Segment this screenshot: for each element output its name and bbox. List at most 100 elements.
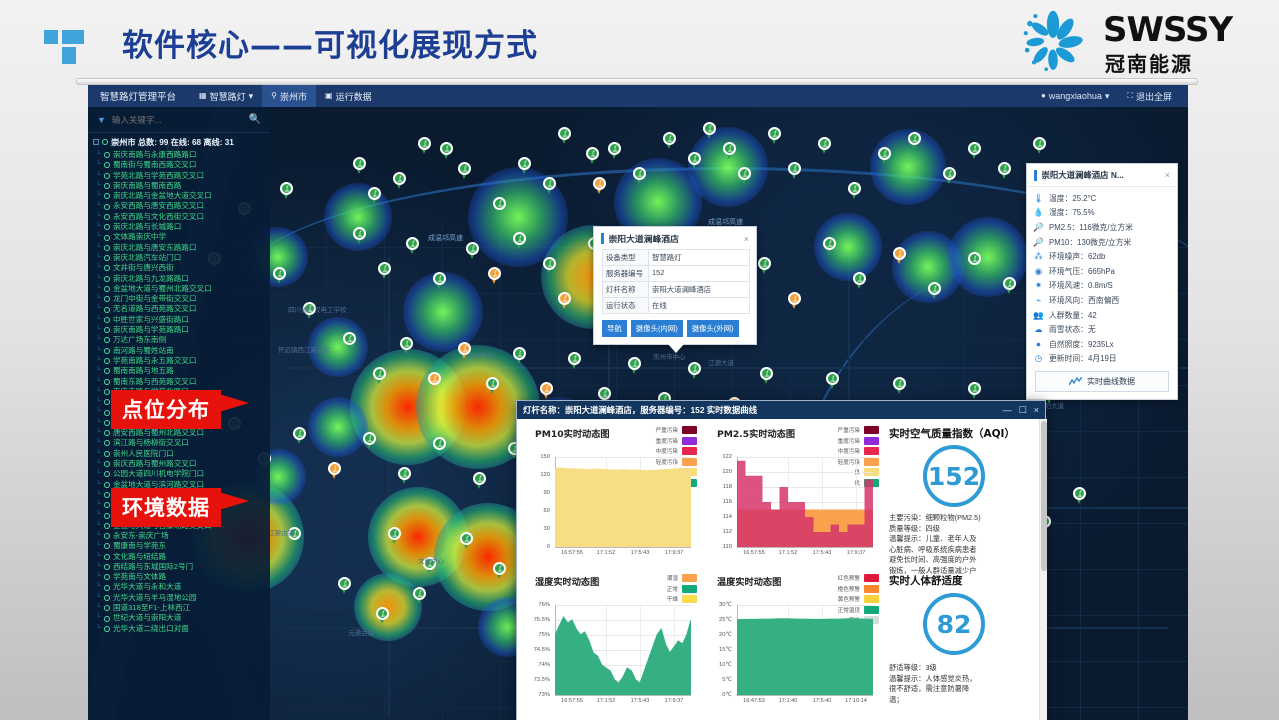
map-marker[interactable] (558, 127, 571, 145)
map-marker[interactable] (628, 357, 641, 375)
map-marker[interactable] (423, 557, 436, 575)
map-marker[interactable] (788, 292, 801, 310)
tree-item[interactable]: └ 永安西路与文化西街交叉口 (96, 212, 270, 222)
tree-item[interactable]: └ 学苑北路与学苑西路交叉口 (96, 171, 270, 181)
map-marker[interactable] (1033, 137, 1046, 155)
nav-brand[interactable]: 智慧路灯管理平台 (100, 92, 177, 103)
tree-item[interactable]: └ 金盆地大道与滨河路交叉口 (96, 480, 270, 490)
navigate-button[interactable]: 导航 (602, 320, 627, 337)
map-marker[interactable] (388, 527, 401, 545)
map-marker[interactable] (273, 267, 286, 285)
map-marker[interactable] (633, 167, 646, 185)
tree-item[interactable]: └ 世纪大道与崇阳大道 (96, 613, 270, 623)
dialog-scrollbar[interactable] (1039, 419, 1047, 720)
tree-item[interactable]: └ 文体路崇庆中学 (96, 232, 270, 242)
map-marker[interactable] (280, 182, 293, 200)
map-marker[interactable] (893, 247, 906, 265)
dialog-titlebar[interactable]: 灯杆名称：崇阳大道澜峰酒店，服务器编号：152 实时数据曲线 — ☐ × (517, 401, 1045, 419)
map-marker[interactable] (433, 437, 446, 455)
map-marker[interactable] (393, 172, 406, 190)
map-marker[interactable] (608, 142, 621, 160)
nav-item-city[interactable]: ⚲ 崇州市 (262, 85, 316, 107)
map-marker[interactable] (818, 137, 831, 155)
map-marker[interactable] (353, 227, 366, 245)
map-marker[interactable] (540, 382, 553, 400)
map-marker[interactable] (543, 177, 556, 195)
map-marker[interactable] (338, 577, 351, 595)
camera-intranet-button[interactable]: 摄像头(内网) (630, 320, 683, 337)
map-marker[interactable] (703, 122, 716, 140)
map-marker[interactable] (376, 607, 389, 625)
map-marker[interactable] (413, 587, 426, 605)
map-marker[interactable] (688, 362, 701, 380)
tree-item[interactable]: └ 崇庆西路与蜀州路交叉口 (96, 459, 270, 469)
close-icon[interactable]: × (743, 233, 749, 244)
tree-item[interactable]: └ 崇庆北路与九龙路路口 (96, 274, 270, 284)
tree-item[interactable]: └ 文井街与唐兴西街 (96, 263, 270, 273)
map-marker[interactable] (968, 142, 981, 160)
tree-item[interactable]: └ 崇庆北路与金盆地大道交叉口 (96, 191, 270, 201)
map-marker[interactable] (418, 137, 431, 155)
sidebar-filter-bar[interactable]: ▼ 🔍 (88, 107, 270, 133)
map-marker[interactable] (853, 272, 866, 290)
tree-item[interactable]: └ 唐安西路与蜀州北路交叉口 (96, 428, 270, 438)
map-marker[interactable] (353, 157, 366, 175)
map-marker[interactable] (788, 162, 801, 180)
map-marker[interactable] (343, 332, 356, 350)
close-icon[interactable]: × (1033, 405, 1039, 415)
map-marker[interactable] (288, 527, 301, 545)
map-marker[interactable] (968, 382, 981, 400)
tree-item[interactable]: └ 崇庆北路与唐安东路路口 (96, 243, 270, 253)
search-input[interactable] (111, 114, 243, 125)
map-marker[interactable] (493, 562, 506, 580)
tree-item[interactable]: └ 光华大道二绕出口对面 (96, 624, 270, 634)
map-marker[interactable] (458, 342, 471, 360)
map-marker[interactable] (848, 182, 861, 200)
tree-item[interactable]: └ 蜀南东路与西苑路交叉口 (96, 377, 270, 387)
map-marker[interactable] (513, 347, 526, 365)
map-marker[interactable] (760, 367, 773, 385)
map-marker[interactable] (908, 132, 921, 150)
map-marker[interactable] (758, 257, 771, 275)
nav-user-menu[interactable]: ● wangxiaohua ▾ (1032, 85, 1118, 107)
map-marker[interactable] (558, 292, 571, 310)
map-marker[interactable] (543, 257, 556, 275)
close-icon[interactable]: × (1164, 170, 1170, 180)
camera-extranet-button[interactable]: 摄像头(外网) (686, 320, 739, 337)
map-marker[interactable] (400, 337, 413, 355)
environment-data-panel[interactable]: 崇阳大道澜峰酒店 N... × 🌡 温度：25.2°C 💧 湿度：75.5% 🔎 PM2.… (1026, 163, 1178, 401)
tree-item[interactable]: └ 国道318至F1-上林西江 (96, 603, 270, 613)
map-marker[interactable] (968, 252, 981, 270)
map-marker[interactable] (406, 237, 419, 255)
tree-item[interactable]: └ 崇庆南路与蜀南西路 (96, 181, 270, 191)
map-marker[interactable] (998, 162, 1011, 180)
tree-item[interactable]: └ 学苑南与文体路 (96, 572, 270, 582)
tree-item[interactable]: └ 崇庆北路汽车站门口 (96, 253, 270, 263)
tree-item[interactable]: └ 中胜世家与兴盛街路口 (96, 315, 270, 325)
map-marker[interactable] (398, 467, 411, 485)
tree-item[interactable]: └ 西结路与东城国际2号门 (96, 562, 270, 572)
map-marker[interactable] (378, 262, 391, 280)
marker-info-popup[interactable]: 崇阳大道澜峰酒店 × 设备类型 智慧路灯 服务器编号 152 灯杆名称 崇阳大道澜峰酒店运… (593, 226, 757, 353)
tree-item[interactable]: └ 金盆地大道与蜀州北路交叉口 (96, 284, 270, 294)
tree-item[interactable]: └ 学苑南路与永五路交叉口 (96, 356, 270, 366)
map-marker[interactable] (586, 147, 599, 165)
map-marker[interactable] (466, 242, 479, 260)
tree-expand-icon[interactable] (93, 139, 99, 145)
map-marker[interactable] (1003, 277, 1016, 295)
tree-item[interactable]: └ 公园大道四川机电学院门口 (96, 469, 270, 479)
maximize-icon[interactable]: ☐ (1018, 404, 1027, 415)
map-marker[interactable] (878, 147, 891, 165)
nav-item-streetlight[interactable]: ▦ 智慧路灯 ▾ (190, 85, 262, 107)
tree-item[interactable]: └ 无名道路与西苑路交叉口 (96, 304, 270, 314)
tree-item[interactable]: └ 龙门中街与金带街交叉口 (96, 294, 270, 304)
tree-item[interactable]: └ 光华大道与羊马湿地公园 (96, 593, 270, 603)
map-marker[interactable] (363, 432, 376, 450)
nav-exit-fullscreen[interactable]: ⛶ 退出全屏 (1118, 85, 1188, 107)
map-marker[interactable] (303, 302, 316, 320)
map-marker[interactable] (688, 152, 701, 170)
tree-item[interactable]: └ 永安东-崇庆广场 (96, 531, 270, 541)
map-marker[interactable] (473, 472, 486, 490)
map-marker[interactable] (943, 167, 956, 185)
map-marker[interactable] (893, 377, 906, 395)
